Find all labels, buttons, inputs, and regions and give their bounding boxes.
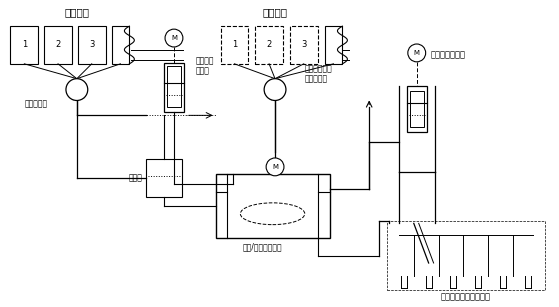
Text: 培養ディッシュウェル: 培養ディッシュウェル (441, 292, 491, 301)
Circle shape (165, 29, 183, 47)
Text: 液体成分: 液体成分 (64, 7, 89, 17)
Bar (290, 26, 318, 64)
Bar (387, 221, 544, 290)
Bar (216, 174, 330, 238)
Bar (11, 26, 38, 64)
Text: M: M (272, 164, 278, 170)
Bar (255, 26, 283, 64)
Bar (112, 26, 129, 64)
Text: シリンジポンプ: シリンジポンプ (430, 50, 466, 59)
Circle shape (66, 79, 88, 100)
Text: バルブおよび
ドーズ制御: バルブおよび ドーズ制御 (305, 64, 333, 84)
Bar (389, 223, 543, 288)
Text: 粉末成分: 粉末成分 (263, 7, 287, 17)
Bar (221, 26, 248, 64)
Text: 2: 2 (267, 41, 272, 49)
Ellipse shape (240, 203, 305, 225)
Bar (44, 26, 72, 64)
Text: 混合/ステージング: 混合/ステージング (243, 243, 282, 252)
Text: 1: 1 (22, 41, 27, 49)
Text: バルブ: バルブ (129, 173, 142, 182)
Bar (325, 26, 343, 64)
Text: M: M (414, 50, 420, 56)
Text: 2: 2 (55, 41, 60, 49)
Bar (407, 86, 427, 132)
Bar (410, 91, 424, 127)
Bar (167, 66, 181, 107)
Text: シリンジ
ポンプ: シリンジ ポンプ (196, 56, 214, 76)
Circle shape (264, 79, 286, 100)
Text: 1: 1 (232, 41, 237, 49)
Text: 回転バルブ: 回転バルブ (25, 99, 48, 108)
Text: 3: 3 (89, 41, 94, 49)
Bar (146, 159, 182, 196)
Bar (164, 63, 184, 112)
Text: 3: 3 (301, 41, 306, 49)
Bar (78, 26, 106, 64)
Circle shape (408, 44, 425, 62)
Circle shape (266, 158, 284, 176)
Text: M: M (171, 35, 177, 41)
